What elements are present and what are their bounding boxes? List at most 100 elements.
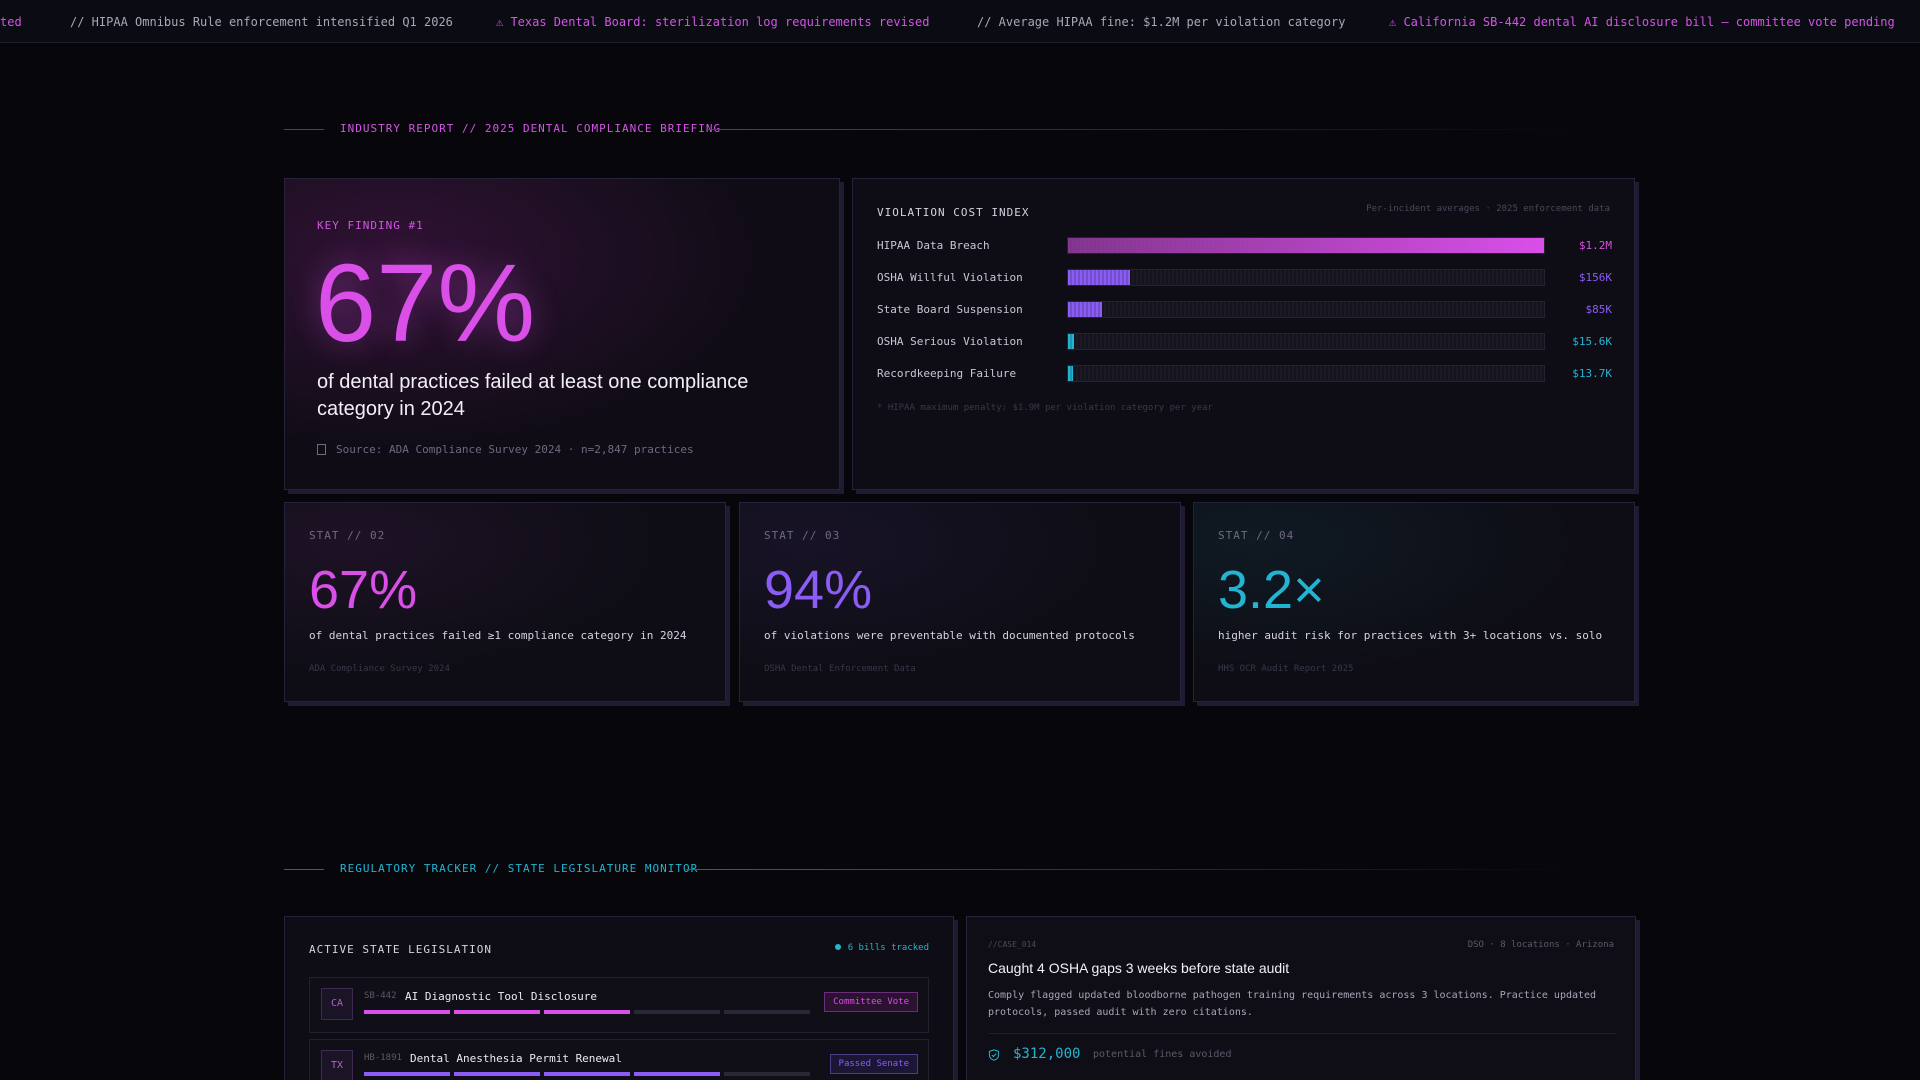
case-headline: Caught 4 OSHA gaps 3 weeks before state … <box>988 960 1290 976</box>
vci-footnote: * HIPAA maximum penalty: $1.9M per viola… <box>877 403 1213 413</box>
key-finding-card: KEY FINDING #1 67% of dental practices f… <box>284 178 840 490</box>
vci-bar-track <box>1067 301 1545 318</box>
bill-row-ca-sb-442[interactable]: CA SB-442 AI Diagnostic Tool Disclosure … <box>309 977 929 1033</box>
document-icon <box>317 444 326 455</box>
stat-value: 3.2× <box>1218 560 1325 620</box>
case-study-card: //CASE_014 DSO · 8 locations · Arizona C… <box>966 916 1636 1080</box>
stat-description: higher audit risk for practices with 3+ … <box>1218 629 1603 642</box>
vci-bar-track <box>1067 237 1545 254</box>
bill-status-badge: Committee Vote <box>824 992 918 1012</box>
vci-bar-fill <box>1068 334 1075 349</box>
vci-row-label: HIPAA Data Breach <box>877 239 990 252</box>
stat-card-04: STAT // 04 3.2× higher audit risk for pr… <box>1193 502 1635 702</box>
section-header-regulatory-tracker: REGULATORY TRACKER // STATE LEGISLATURE … <box>284 862 1584 876</box>
stat-value: 94% <box>764 560 873 620</box>
progress-segment <box>724 1072 810 1076</box>
header-rule <box>284 869 324 870</box>
stat-description: of violations were preventable with docu… <box>764 629 1135 642</box>
key-finding-eyebrow: KEY FINDING #1 <box>317 219 424 232</box>
ticker-item: ⚠ Texas Dental Board: sterilization log … <box>496 15 930 29</box>
key-finding-description: of dental practices failed at least one … <box>317 371 749 420</box>
progress-segment <box>454 1010 540 1014</box>
bill-progress <box>364 1072 814 1076</box>
bill-name: Dental Anesthesia Permit Renewal <box>410 1052 622 1065</box>
vci-row-label: OSHA Serious Violation <box>877 335 1023 348</box>
key-finding-source: Source: ADA Compliance Survey 2024 · n=2… <box>317 443 694 456</box>
vci-row: OSHA Serious Violation $15.6K <box>877 331 1612 351</box>
vci-row-value: $15.6K <box>1572 335 1612 348</box>
bill-row-tx-hb-1891[interactable]: TX HB-1891 Dental Anesthesia Permit Rene… <box>309 1039 929 1080</box>
progress-segment <box>364 1010 450 1014</box>
vci-bar-track <box>1067 365 1545 382</box>
fines-avoided-label: potential fines avoided <box>1093 1049 1232 1060</box>
bill-progress <box>364 1010 814 1014</box>
ticker-item: ted <box>0 15 22 29</box>
stat-eyebrow: STAT // 03 <box>764 529 841 542</box>
vci-subtitle: Per-incident averages · 2025 enforcement… <box>1366 204 1610 214</box>
violation-cost-index-card: VIOLATION COST INDEX Per-incident averag… <box>852 178 1635 490</box>
stat-eyebrow: STAT // 04 <box>1218 529 1295 542</box>
progress-segment <box>724 1010 810 1014</box>
case-body: Comply flagged updated bloodborne pathog… <box>988 990 1597 1018</box>
state-badge: CA <box>321 988 353 1020</box>
bill-code: HB-1891 <box>364 1053 402 1063</box>
state-badge: TX <box>321 1050 353 1080</box>
key-finding-value: 67% <box>315 242 536 365</box>
vci-bar-track <box>1067 333 1545 350</box>
header-rule <box>284 129 324 130</box>
vci-bar-fill <box>1068 366 1074 381</box>
progress-segment <box>454 1072 540 1076</box>
progress-segment <box>544 1010 630 1014</box>
stat-description: of dental practices failed ≥1 compliance… <box>309 629 687 642</box>
progress-segment <box>634 1010 720 1014</box>
vci-bar-fill <box>1068 270 1130 285</box>
ticker-item: ⚠ California SB-442 dental AI disclosure… <box>1389 15 1895 29</box>
bill-status-badge: Passed Senate <box>829 1054 918 1074</box>
vci-bar-fill <box>1068 238 1544 253</box>
vci-row-value: $85K <box>1585 303 1613 316</box>
vci-row-value: $13.7K <box>1572 367 1612 380</box>
vci-bar-fill <box>1068 302 1102 317</box>
section-header-industry-report: INDUSTRY REPORT // 2025 DENTAL COMPLIANC… <box>284 122 1584 136</box>
bills-tracked-count: 6 bills tracked <box>834 943 929 953</box>
stat-card-02: STAT // 02 67% of dental practices faile… <box>284 502 726 702</box>
fines-avoided-amount: $312,000 <box>1013 1046 1081 1062</box>
stat-source: OSHA Dental Enforcement Data <box>764 664 916 674</box>
vci-row: State Board Suspension $85K <box>877 299 1612 319</box>
bill-name: AI Diagnostic Tool Disclosure <box>405 990 598 1003</box>
header-rule <box>706 129 1566 130</box>
progress-segment <box>634 1072 720 1076</box>
divider <box>988 1033 1616 1034</box>
progress-segment <box>544 1072 630 1076</box>
header-rule <box>686 869 1566 870</box>
case-meta: DSO · 8 locations · Arizona <box>1467 940 1614 950</box>
ticker-item: // HIPAA Omnibus Rule enforcement intens… <box>70 15 453 29</box>
vci-row: OSHA Willful Violation $156K <box>877 267 1612 287</box>
vci-row-value: $156K <box>1578 271 1612 284</box>
vci-row: HIPAA Data Breach $1.2M <box>877 235 1612 255</box>
active-legislation-card: ACTIVE STATE LEGISLATION 6 bills tracked… <box>284 916 954 1080</box>
ticker-item: // Average HIPAA fine: $1.2M per violati… <box>977 15 1346 29</box>
stat-card-03: STAT // 03 94% of violations were preven… <box>739 502 1181 702</box>
legislation-title: ACTIVE STATE LEGISLATION <box>309 943 492 956</box>
source-text: Source: ADA Compliance Survey 2024 · n=2… <box>336 443 694 456</box>
progress-segment <box>364 1072 450 1076</box>
status-dot-icon <box>834 944 841 950</box>
bills-tracked-label: 6 bills tracked <box>847 943 929 953</box>
section-label: REGULATORY TRACKER // STATE LEGISLATURE … <box>340 862 699 875</box>
vci-row-label: OSHA Willful Violation <box>877 271 1023 284</box>
vci-row: Recordkeeping Failure $13.7K <box>877 363 1612 383</box>
section-label: INDUSTRY REPORT // 2025 DENTAL COMPLIANC… <box>340 122 722 135</box>
shield-check-icon <box>988 1049 1000 1061</box>
vci-bar-track <box>1067 269 1545 286</box>
stat-source: HHS OCR Audit Report 2025 <box>1218 664 1354 674</box>
vci-title: VIOLATION COST INDEX <box>877 206 1030 219</box>
stat-value: 67% <box>309 560 418 620</box>
case-id: //CASE_014 <box>988 940 1037 949</box>
stat-source: ADA Compliance Survey 2024 <box>309 664 450 674</box>
vci-row-label: State Board Suspension <box>877 303 1023 316</box>
stat-eyebrow: STAT // 02 <box>309 529 386 542</box>
bill-code: SB-442 <box>364 991 397 1001</box>
news-ticker: ted // HIPAA Omnibus Rule enforcement in… <box>0 0 1920 43</box>
vci-row-label: Recordkeeping Failure <box>877 367 1017 380</box>
